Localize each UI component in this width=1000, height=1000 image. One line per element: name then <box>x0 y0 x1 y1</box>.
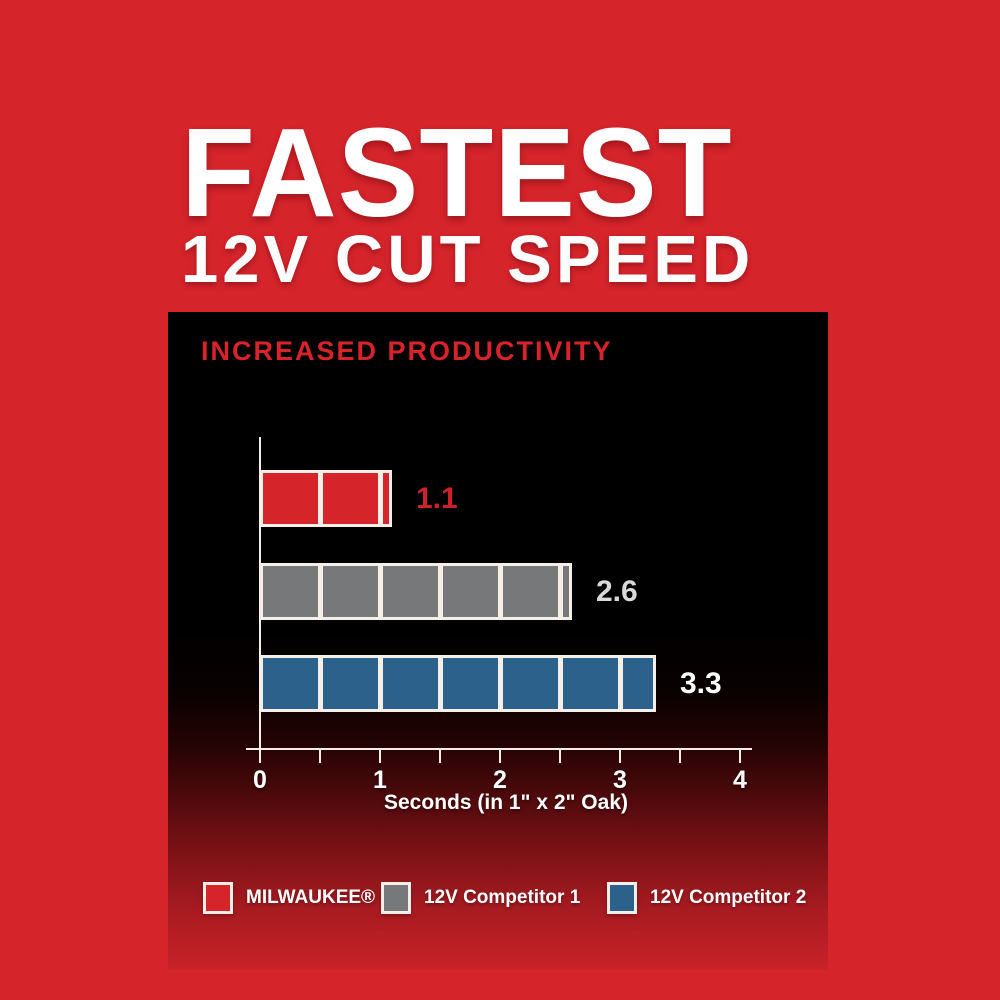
x-axis-tick <box>559 750 561 763</box>
legend-swatch-icon <box>607 882 637 914</box>
chart-bar-2 <box>260 563 572 620</box>
legend-label: MILWAUKEE® <box>246 887 376 908</box>
legend-item-3: 12V Competitor 2 <box>607 882 806 914</box>
x-axis-tick <box>439 750 441 763</box>
x-axis-tick-label: 3 <box>613 766 627 794</box>
x-axis-tick-label: 2 <box>493 766 507 794</box>
x-axis-line <box>246 748 752 750</box>
bar-chart: Seconds (in 1" x 2" Oak) 0 1 2 3 4 1.1 2.6 3.3 M… <box>168 312 828 970</box>
bar-value-label: 3.3 <box>680 666 722 700</box>
legend-swatch-icon <box>381 882 411 914</box>
bar-value-label: 2.6 <box>596 574 638 608</box>
legend-item-2: 12V Competitor 1 <box>381 882 580 914</box>
chart-bar-3 <box>260 655 656 712</box>
x-axis-tick <box>499 750 501 763</box>
bar-value-label: 1.1 <box>416 481 458 515</box>
chart-heading: INCREASED PRODUCTIVITY <box>201 336 613 366</box>
x-axis-tick-label: 4 <box>733 766 747 794</box>
x-axis-tick <box>739 750 741 763</box>
chart-panel: INCREASED PRODUCTIVITY Seconds (in 1" x … <box>168 312 828 970</box>
x-axis-label: Seconds (in 1" x 2" Oak) <box>384 791 628 814</box>
page-title-line1: FASTEST <box>181 101 733 243</box>
legend-swatch-icon <box>203 882 233 914</box>
chart-bar-1 <box>260 470 392 527</box>
x-axis-tick-label: 0 <box>253 766 267 794</box>
x-axis-tick <box>259 750 261 763</box>
legend-label: 12V Competitor 2 <box>650 887 807 908</box>
x-axis-tick <box>379 750 381 763</box>
x-axis-tick <box>679 750 681 763</box>
x-axis-tick <box>319 750 321 763</box>
legend-label: 12V Competitor 1 <box>424 887 581 908</box>
x-axis-tick <box>619 750 621 763</box>
x-axis-tick-label: 1 <box>373 766 387 794</box>
legend-item-1: MILWAUKEE® <box>203 882 375 914</box>
page-title-line2: 12V CUT SPEED <box>181 222 755 297</box>
page-title: FASTEST 12V CUT SPEED <box>181 101 755 297</box>
